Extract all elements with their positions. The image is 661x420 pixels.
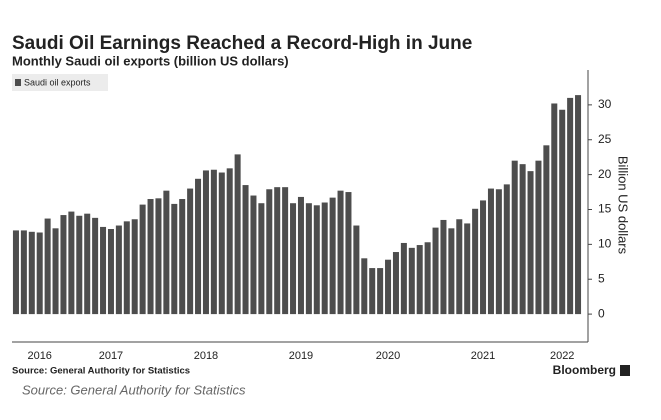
bar	[115, 225, 122, 315]
x-tick-label: 2016	[27, 350, 51, 362]
bar	[448, 228, 455, 315]
legend-label: Saudi oil exports	[24, 77, 91, 87]
y-tick-label: 15	[598, 202, 612, 216]
bar	[44, 218, 51, 315]
bar	[171, 203, 178, 315]
bar	[432, 227, 439, 315]
brand-icon	[620, 365, 630, 376]
chart-subtitle: Monthly Saudi oil exports (billion US do…	[12, 53, 289, 68]
bar	[408, 247, 415, 315]
bar	[123, 221, 130, 315]
x-tick-label: 2020	[376, 350, 400, 362]
bar	[369, 268, 376, 315]
bar	[353, 225, 360, 315]
bar	[274, 187, 281, 315]
bar	[202, 170, 209, 315]
bar	[440, 219, 447, 315]
bar	[139, 204, 146, 315]
bar	[52, 228, 59, 315]
bar	[567, 97, 574, 315]
bar	[92, 217, 99, 315]
bar	[218, 172, 225, 315]
bar	[361, 258, 368, 315]
y-tick-label: 5	[598, 271, 605, 285]
bar	[76, 215, 83, 315]
bar	[400, 242, 407, 315]
bar	[487, 188, 494, 315]
y-tick-label: 25	[598, 132, 612, 146]
bar	[464, 223, 471, 315]
bar	[385, 259, 392, 315]
bar	[321, 202, 328, 315]
x-tick-label: 2022	[550, 350, 574, 362]
bar	[210, 169, 217, 315]
bar	[495, 189, 502, 315]
y-tick-label: 0	[598, 306, 605, 320]
bar	[131, 219, 138, 315]
bar	[297, 196, 304, 315]
bar	[28, 231, 35, 315]
bar	[179, 199, 186, 315]
bar	[575, 95, 582, 315]
brand: Bloomberg	[553, 363, 616, 377]
bar	[519, 164, 526, 315]
bar	[163, 190, 170, 315]
bar	[416, 245, 423, 315]
caption: Source: General Authority for Statistics	[22, 382, 246, 397]
bar	[551, 103, 558, 315]
bar	[527, 171, 534, 315]
x-tick-label: 2019	[289, 350, 313, 362]
legend-swatch	[15, 79, 21, 86]
bar	[337, 190, 344, 315]
bar	[543, 145, 550, 315]
bar	[345, 192, 352, 315]
y-tick-label: 30	[598, 97, 612, 111]
bar	[107, 229, 114, 315]
bar	[195, 178, 202, 315]
bar	[20, 230, 27, 315]
bar	[511, 160, 518, 315]
bar	[234, 154, 241, 315]
bar	[313, 205, 320, 315]
bar	[12, 230, 19, 315]
source: Source: General Authority for Statistics	[12, 366, 190, 377]
bar	[226, 168, 233, 315]
bar	[305, 203, 312, 315]
bar	[147, 199, 154, 315]
chart-title: Saudi Oil Earnings Reached a Record-High…	[12, 33, 472, 54]
bar	[36, 232, 43, 315]
bar	[266, 189, 273, 315]
bar	[282, 187, 289, 315]
bar	[258, 203, 265, 315]
bar	[155, 198, 162, 315]
bar	[472, 208, 479, 315]
bar	[503, 184, 510, 315]
x-tick-label: 2018	[194, 350, 218, 362]
x-tick-label: 2021	[471, 350, 495, 362]
bar	[329, 197, 336, 315]
bar	[290, 203, 297, 315]
y-tick-label: 10	[598, 237, 612, 251]
bar	[60, 215, 67, 315]
x-tick-label: 2017	[99, 350, 123, 362]
y-axis-label: Billion US dollars	[616, 156, 631, 255]
bar	[480, 200, 487, 315]
bar	[84, 213, 91, 315]
bar	[68, 211, 75, 315]
bar	[242, 185, 249, 315]
bar	[559, 109, 566, 315]
legend-box	[12, 74, 108, 91]
bar	[377, 268, 384, 315]
bar	[456, 219, 463, 315]
bar	[424, 242, 431, 315]
bar	[392, 252, 399, 315]
y-tick-label: 20	[598, 167, 612, 181]
bar	[250, 195, 257, 315]
bar	[100, 226, 107, 315]
bar	[535, 160, 542, 315]
bar	[187, 188, 194, 315]
